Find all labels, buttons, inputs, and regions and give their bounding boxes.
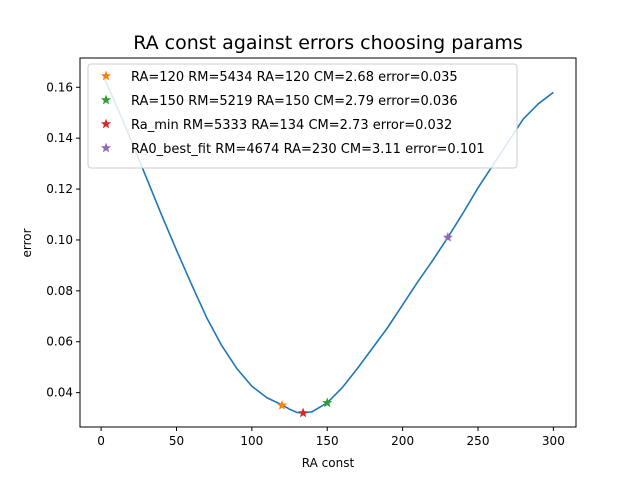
x-tick-label: 200 — [391, 434, 414, 448]
legend-label: Ra_min RM=5333 RA=134 CM=2.73 error=0.03… — [131, 118, 452, 133]
legend-marker — [100, 118, 112, 129]
x-tick-label: 100 — [240, 434, 263, 448]
plot-frame — [79, 57, 577, 428]
y-tick-label: 0.04 — [46, 386, 73, 400]
y-tick-label: 0.06 — [46, 335, 73, 349]
y-tick-label: 0.10 — [46, 233, 73, 247]
plot-layer — [101, 74, 554, 418]
y-tick-label: 0.12 — [46, 182, 73, 196]
chart-title: RA const against errors choosing params — [133, 32, 523, 54]
series-line — [101, 74, 554, 414]
x-tick-label: 250 — [467, 434, 490, 448]
y-tick-label: 0.08 — [46, 284, 73, 298]
x-tick-label: 150 — [316, 434, 339, 448]
data-point-star — [442, 232, 453, 242]
y-axis-label: error — [20, 228, 34, 257]
legend-label: RA=150 RM=5219 RA=150 CM=2.79 error=0.03… — [131, 94, 458, 109]
y-tick-label: 0.16 — [46, 80, 73, 94]
x-tick-label: 50 — [169, 434, 184, 448]
data-point-star — [298, 407, 309, 418]
legend-box — [87, 63, 518, 169]
legend-marker — [100, 142, 112, 153]
x-tick-label: 300 — [542, 434, 565, 448]
data-point-star — [276, 400, 288, 410]
legend-marker — [100, 70, 112, 81]
legend: RA=120 RM=5434 RA=120 CM=2.68 error=0.03… — [87, 63, 518, 169]
legend-label: RA0_best_fit RM=4674 RA=230 CM=3.11 erro… — [131, 142, 485, 157]
x-tick-label: 0 — [97, 434, 105, 448]
data-point-star — [322, 397, 333, 408]
legend-marker — [100, 94, 112, 105]
y-tick-label: 0.14 — [46, 131, 73, 145]
axes-layer: 0 50 100 150 200 250 300 0.04 0.06 0.08 0.10 0.12 0.… — [46, 80, 565, 448]
legend-label: RA=120 RM=5434 RA=120 CM=2.68 error=0.03… — [131, 70, 458, 85]
x-axis-label: RA const — [302, 456, 355, 470]
